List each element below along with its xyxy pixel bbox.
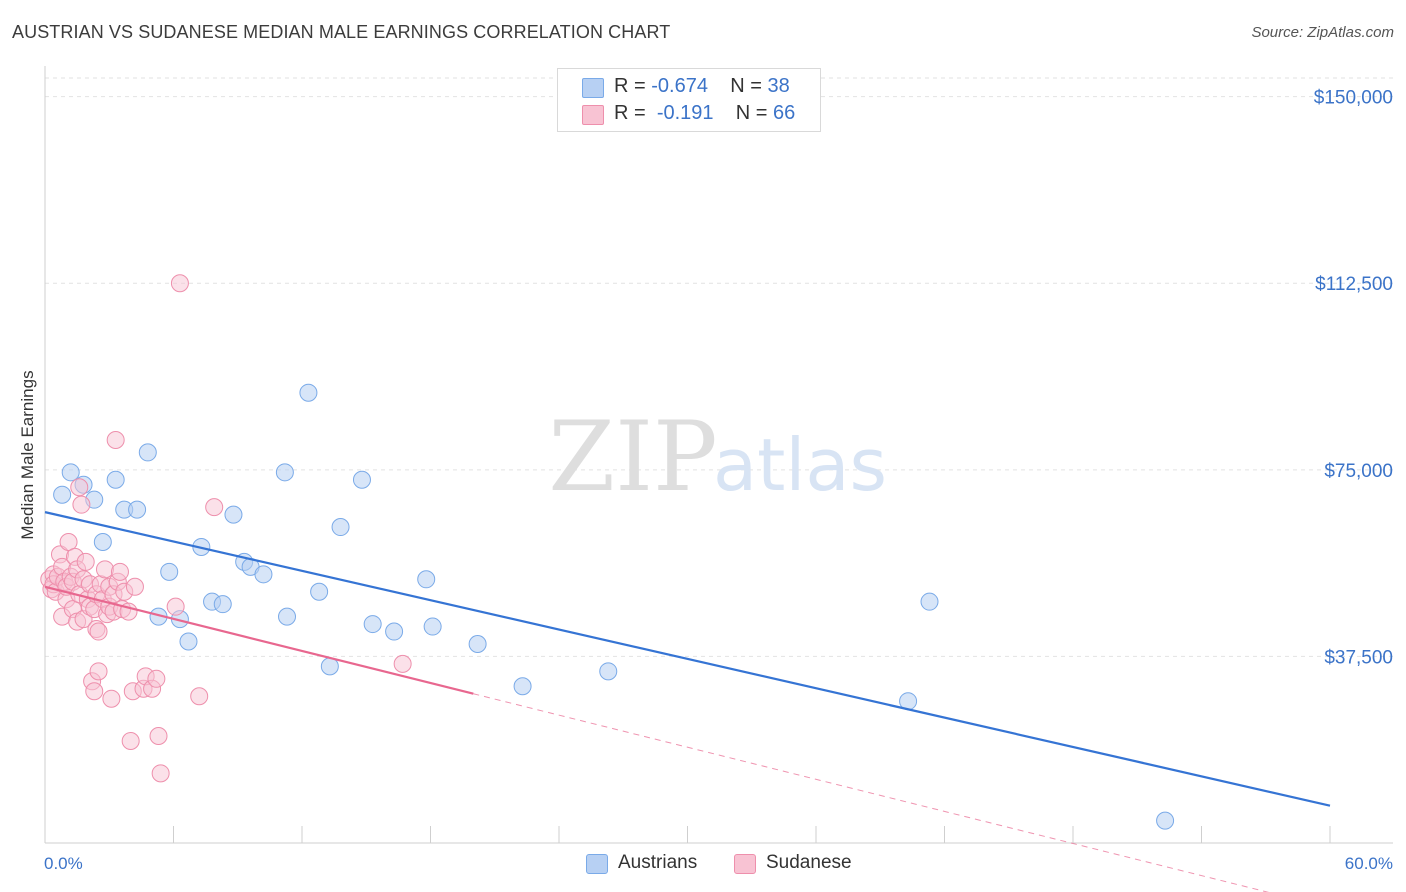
x-tick-label-max: 60.0% [1345, 854, 1393, 873]
y-tick-label: $75,000 [1324, 461, 1393, 482]
sudanese-point [170, 274, 189, 293]
bottom-legend-label-austrians: Austrians [618, 852, 698, 873]
sudanese-point [76, 552, 95, 571]
sudanese-point [205, 498, 224, 517]
watermark-atlas: atlas [713, 423, 887, 507]
austrians-point [468, 634, 487, 653]
sudanese-point [72, 495, 91, 514]
sudanese-point [110, 562, 129, 581]
sudanese-trend-extension [473, 693, 1270, 892]
sudanese-point [89, 662, 108, 681]
y-tick-label: $150,000 [1314, 88, 1393, 109]
sudanese-point [70, 478, 89, 497]
austrians-trend-line [44, 511, 1331, 807]
source-label: Source: ZipAtlas.com [1251, 24, 1394, 41]
austrians-point [385, 622, 404, 641]
austrians-point [920, 592, 939, 611]
sudanese-point [147, 669, 166, 688]
sudanese-point [106, 430, 125, 449]
y-tick-labels: $37,500 $75,000 $112,500 $150,000 [1314, 88, 1393, 669]
legend-n-label: N = [735, 102, 768, 124]
austrians-point [138, 443, 157, 462]
watermark: ZIP atlas [548, 401, 887, 513]
austrians-point [331, 518, 350, 537]
austrians-point [254, 565, 273, 584]
austrians-point [352, 470, 371, 489]
chart-title: AUSTRIAN VS SUDANESE MEDIAN MALE EARNING… [12, 22, 671, 42]
legend-n-sudanese: 66 [773, 102, 796, 124]
sudanese-point [59, 532, 78, 551]
axes [44, 66, 1393, 844]
austrians-point [278, 607, 297, 626]
sudanese-point [85, 682, 104, 701]
austrians-point [275, 463, 294, 482]
sudanese-point [190, 687, 209, 706]
y-tick-label: $37,500 [1324, 647, 1393, 668]
legend-swatch-austrians [582, 78, 604, 98]
data-points [40, 274, 1175, 830]
legend-n-label: N = [730, 75, 762, 97]
austrians-point [213, 595, 232, 614]
sudanese-point [89, 622, 108, 641]
bottom-legend-swatch-sudanese [734, 854, 756, 874]
sudanese-point [95, 560, 114, 579]
austrians-point [417, 570, 436, 589]
sudanese-point [102, 689, 121, 708]
legend-r-label: R = [614, 75, 646, 97]
austrians-point [310, 582, 329, 601]
y-tick-label: $112,500 [1315, 274, 1393, 295]
austrians-point [128, 500, 147, 519]
watermark-zip: ZIP [548, 401, 717, 513]
austrians-point [179, 632, 198, 651]
legend-n-austrians: 38 [767, 75, 790, 97]
y-axis-label: Median Male Earnings [18, 370, 37, 539]
austrians-point [423, 617, 442, 636]
sudanese-point [393, 654, 412, 673]
legend-r-label: R = [614, 102, 646, 124]
sudanese-point [125, 577, 144, 596]
austrians-point [53, 485, 72, 504]
austrians-point [61, 463, 80, 482]
austrians-point [599, 662, 618, 681]
x-tick-label-min: 0.0% [44, 854, 83, 873]
austrians-point [160, 562, 179, 581]
sudanese-point [166, 597, 185, 616]
austrians-point [299, 383, 318, 402]
legend-swatch-sudanese [582, 105, 604, 125]
bottom-legend-swatch-austrians [586, 854, 608, 874]
austrians-point [106, 470, 125, 489]
bottom-legend-label-sudanese: Sudanese [766, 852, 852, 873]
sudanese-point [149, 727, 168, 746]
legend-r-sudanese: -0.191 [656, 102, 714, 124]
austrians-point [224, 505, 243, 524]
austrians-point [93, 532, 112, 551]
trend-lines [44, 511, 1331, 892]
correlation-legend: R = -0.674 N = 38 R = -0.191 N = 66 [557, 68, 821, 132]
legend-r-austrians: -0.674 [651, 75, 708, 97]
sudanese-point [121, 732, 140, 750]
austrians-point [1156, 811, 1175, 830]
sudanese-point [151, 764, 170, 783]
austrians-point [513, 677, 532, 696]
austrians-point [363, 615, 382, 634]
sudanese-trend-line [44, 585, 474, 695]
